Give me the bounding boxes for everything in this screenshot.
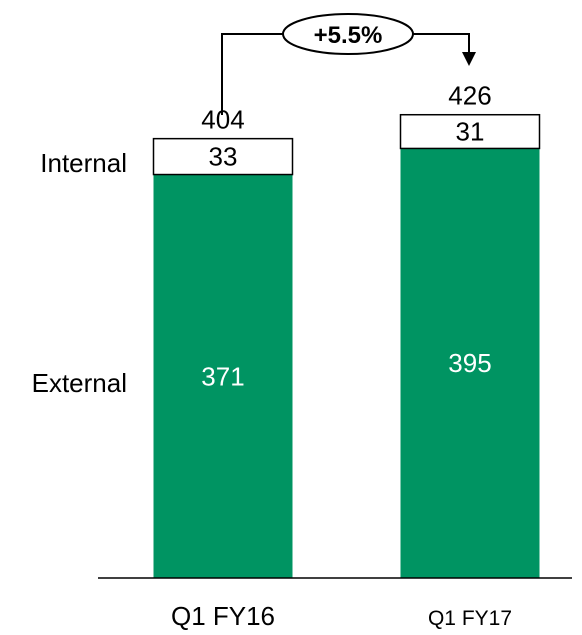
- bar-internal-q1-fy16: [152, 137, 294, 176]
- data-label-external-q1-fy16: 371: [201, 361, 244, 391]
- series-label-external: External: [32, 368, 127, 398]
- x-tick-label-q1-fy17: Q1 FY17: [428, 607, 512, 630]
- x-tick-label-q1-fy16: Q1 FY16: [171, 601, 275, 631]
- bar-external-q1-fy17: [400, 148, 540, 578]
- growth-arrow-head: [462, 52, 476, 66]
- growth-arrow-connector: [221, 33, 470, 115]
- data-label-internal-q1-fy16: 33: [209, 142, 238, 172]
- total-label-q1-fy17: 426: [448, 81, 491, 111]
- growth-annotation-oval: [282, 13, 414, 55]
- bar-internal-q1-fy17: [399, 113, 541, 150]
- bar-external-q1-fy16: [153, 174, 293, 578]
- series-label-internal: Internal: [40, 148, 127, 178]
- data-label-internal-q1-fy17: 31: [456, 117, 485, 147]
- data-label-external-q1-fy17: 395: [448, 348, 491, 378]
- growth-annotation-label: +5.5%: [314, 22, 383, 49]
